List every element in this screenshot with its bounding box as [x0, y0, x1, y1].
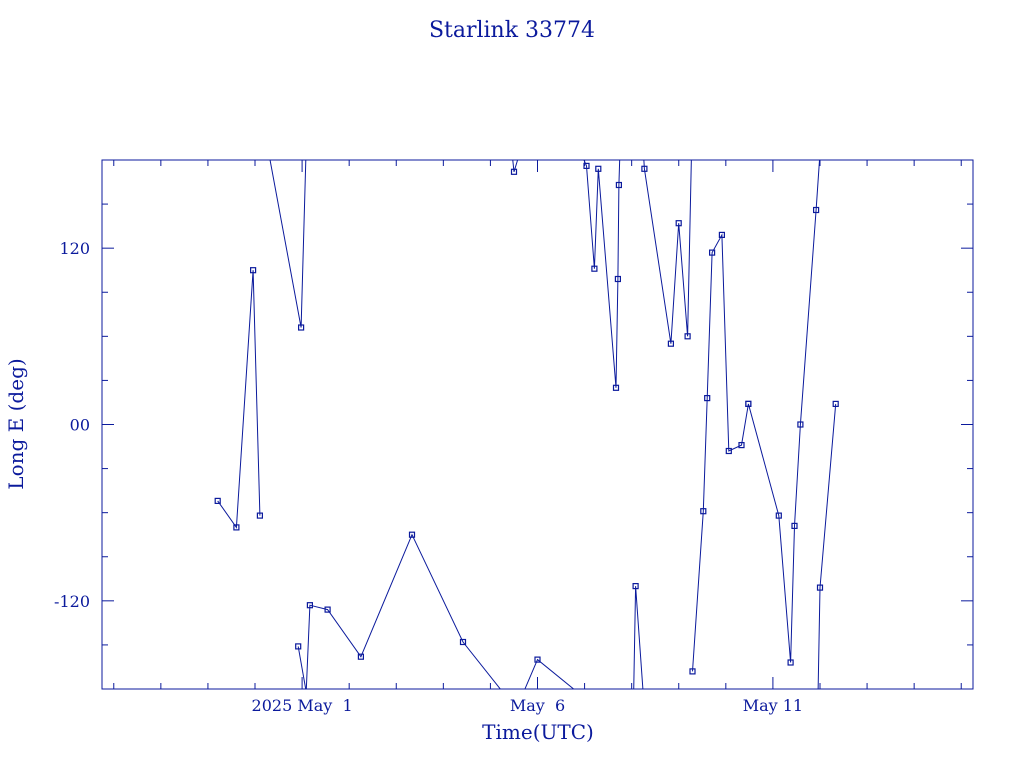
data-point — [250, 267, 257, 274]
x-tick-label: 2025 May 1 — [252, 696, 353, 715]
data-point — [357, 653, 364, 660]
data-point — [324, 606, 331, 613]
data-point — [595, 165, 602, 172]
data-point — [797, 421, 804, 428]
data-point — [534, 656, 541, 663]
y-tick-label: -120 — [54, 592, 90, 611]
data-point — [615, 181, 623, 189]
plot-frame — [101, 159, 974, 690]
data-point — [667, 340, 675, 347]
data-point — [738, 442, 745, 449]
data-point — [812, 206, 820, 214]
data-point — [689, 668, 696, 675]
series-line-1 — [217, 270, 261, 529]
data-point — [816, 584, 824, 591]
axis-ticks — [102, 160, 973, 689]
data-point — [684, 333, 691, 340]
data-point — [214, 497, 221, 504]
series-line-12 — [817, 403, 837, 689]
data-point — [233, 524, 240, 531]
data-point — [583, 162, 590, 169]
data-point — [295, 643, 302, 650]
y-tick-label: 120 — [59, 239, 90, 258]
x-tick-label: May 11 — [743, 696, 803, 715]
series-line-10 — [692, 233, 749, 672]
data-point — [787, 659, 794, 666]
series-group — [214, 160, 839, 689]
series-line-4 — [305, 533, 501, 689]
x-tick-label: May 6 — [510, 696, 565, 715]
data-point — [612, 384, 620, 391]
data-point — [298, 324, 305, 331]
series-line-5 — [512, 160, 519, 172]
data-point — [510, 168, 518, 175]
y-axis-label: Long E (deg) — [4, 358, 28, 489]
data-point — [718, 231, 726, 238]
data-point — [791, 522, 798, 530]
data-point — [459, 638, 467, 646]
x-tick-labels: 2025 May 1 May 6 May 11 — [252, 696, 804, 715]
data-point — [675, 220, 682, 227]
data-point — [725, 447, 732, 455]
data-point — [632, 582, 639, 590]
series-line-8 — [633, 586, 644, 689]
data-point — [775, 512, 782, 519]
data-point — [614, 275, 622, 283]
data-point — [591, 265, 598, 272]
y-tick-label: 00 — [70, 416, 90, 435]
data-point — [708, 249, 716, 256]
series-line-3 — [269, 160, 307, 328]
series-line-11 — [747, 160, 821, 663]
data-point — [256, 512, 263, 519]
series-line-6 — [524, 658, 575, 689]
data-point — [408, 531, 416, 538]
data-point — [641, 165, 648, 172]
y-tick-labels: 120 00 -120 — [54, 239, 90, 611]
chart-title: Starlink 33774 — [429, 18, 595, 43]
series-line-9 — [643, 160, 692, 344]
data-point — [700, 508, 707, 515]
data-point — [745, 400, 752, 407]
series-line-7 — [583, 160, 621, 388]
data-point — [704, 395, 711, 402]
x-axis-label: Time(UTC) — [482, 720, 594, 744]
series-line-2 — [297, 646, 307, 689]
data-point — [306, 602, 313, 609]
data-point — [832, 400, 839, 407]
